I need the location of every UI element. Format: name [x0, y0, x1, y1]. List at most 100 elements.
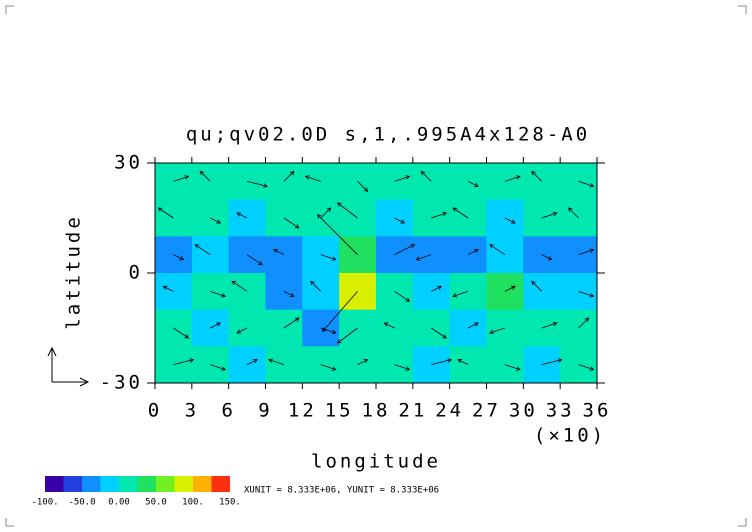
wind-vector	[246, 254, 263, 266]
wind-vector	[157, 207, 174, 219]
wind-vector	[210, 364, 227, 371]
wind-vector	[531, 170, 543, 182]
wind-vector	[531, 280, 543, 292]
colorbar-box	[119, 476, 138, 492]
field-cell	[265, 236, 303, 274]
wind-vector	[210, 290, 227, 298]
wind-vector	[316, 214, 358, 255]
wind-vector	[467, 180, 479, 187]
wind-vector	[246, 359, 258, 366]
wind-vector	[283, 317, 300, 329]
field-cell	[191, 236, 230, 274]
field-cell	[265, 346, 303, 384]
wind-vector	[304, 175, 321, 182]
wind-vector	[578, 364, 595, 371]
x-tick-label: 24	[435, 400, 464, 422]
field-cell	[449, 273, 487, 311]
wind-vector	[283, 217, 300, 229]
wind-vector	[210, 322, 221, 329]
field-cell	[228, 199, 266, 237]
colorbar-box	[100, 476, 119, 492]
field-cell	[486, 309, 524, 347]
y-tick-label: -30	[100, 372, 143, 394]
field-cell	[412, 163, 451, 201]
wind-vector	[173, 254, 185, 261]
colorbar-box	[63, 476, 82, 492]
wind-vector	[578, 180, 595, 188]
colorbar-label: 100.	[182, 498, 204, 508]
colorbar-label: 0.00	[108, 498, 130, 508]
wind-vector	[431, 358, 453, 366]
wind-vector	[336, 327, 358, 344]
colorbar-box	[174, 476, 193, 492]
x-tick-label: 6	[221, 400, 235, 422]
field-cell	[449, 199, 487, 237]
wind-vector	[541, 254, 553, 261]
colorbar-label: -100.	[31, 498, 58, 508]
x-tick-label: 3	[185, 400, 199, 422]
wind-vector	[336, 202, 358, 219]
y-tick-label: 0	[129, 262, 143, 284]
wind-vector	[173, 358, 195, 366]
wind-vector	[162, 285, 174, 292]
field-cell	[523, 273, 561, 311]
wind-vector	[357, 181, 369, 192]
wind-vector	[467, 249, 479, 256]
wind-vector	[236, 212, 248, 219]
field-cell	[228, 273, 266, 311]
colorbar-box	[137, 476, 156, 492]
wind-vector	[504, 285, 516, 292]
x-tick-label: 30	[509, 400, 538, 422]
field-cell	[560, 199, 598, 237]
wind-vector	[236, 327, 248, 334]
x-tick-label: 18	[362, 400, 391, 422]
wind-vector	[578, 290, 595, 298]
field-cell	[449, 346, 487, 384]
field-cell	[376, 309, 414, 347]
wind-vector	[578, 317, 590, 329]
chart-title: qu;qv02.0D s,1,.995A4x128-A0	[186, 124, 590, 146]
unit-vector	[47, 346, 90, 387]
wind-vector	[504, 175, 521, 182]
wind-vector	[173, 327, 190, 339]
field-cell	[486, 236, 524, 274]
wind-vector	[268, 358, 285, 366]
wind-vector	[320, 327, 337, 335]
wind-vector	[420, 170, 432, 182]
wind-vector	[541, 321, 558, 329]
wind-vector	[431, 327, 447, 339]
wind-vector	[199, 170, 211, 182]
wind-vector	[283, 170, 295, 182]
x-tick-label: 36	[583, 400, 612, 422]
field-cell	[339, 309, 377, 347]
colorbar-box	[156, 476, 175, 492]
wind-vector	[415, 254, 432, 261]
x-unit-label: (×10)	[534, 425, 606, 447]
colorbar-label: 50.0	[145, 498, 167, 508]
wind-vector	[194, 244, 211, 255]
x-tick-label: 15	[325, 400, 354, 422]
wind-vector	[310, 280, 322, 292]
field-cell	[191, 163, 230, 201]
wind-vector	[231, 280, 248, 292]
y-axis-label: latitude	[63, 214, 85, 330]
field-cell	[155, 273, 193, 311]
unit-note: XUNIT = 8.333E+06, YUNIT = 8.333E+06	[244, 486, 439, 496]
field-cell	[412, 236, 451, 274]
wind-vector	[452, 207, 469, 219]
wind-vector	[357, 359, 369, 366]
wind-vector	[394, 364, 411, 371]
x-tick-label: 9	[258, 400, 272, 422]
wind-vector	[541, 211, 558, 219]
colorbar-label: -50.0	[68, 498, 95, 508]
wind-vector	[273, 249, 285, 256]
wind-vector	[467, 322, 479, 329]
wind-vector	[394, 291, 411, 302]
wind-vector	[489, 327, 506, 335]
wind-vector	[431, 211, 448, 219]
wind-vector	[394, 217, 406, 224]
wind-vector	[457, 359, 469, 366]
wind-vector	[320, 364, 337, 371]
field-cell	[155, 199, 193, 237]
